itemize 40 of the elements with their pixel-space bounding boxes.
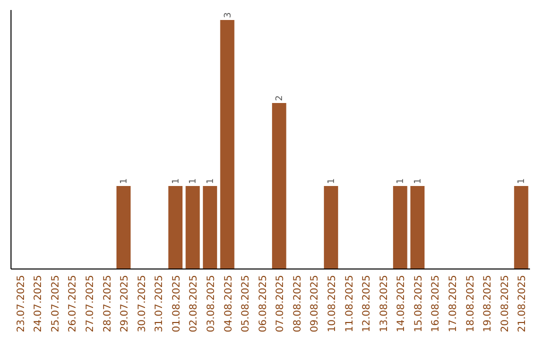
x-tick-label: 25.07.2025 [50, 275, 62, 332]
x-tick-label: 28.07.2025 [102, 275, 114, 332]
x-tick-label: 07.08.2025 [275, 275, 286, 332]
x-tick-label: 02.08.2025 [188, 275, 200, 332]
x-tick-label: 05.08.2025 [240, 275, 252, 332]
x-tick-label: 29.07.2025 [120, 275, 131, 332]
x-tick-label: 03.08.2025 [206, 275, 217, 332]
x-tick-label: 06.08.2025 [258, 275, 269, 332]
x-tick-label: 27.07.2025 [84, 275, 96, 332]
x-tick-label: 14.08.2025 [396, 275, 408, 332]
x-tick-label: 12.08.2025 [362, 275, 373, 332]
x-tick-label: 18.08.2025 [465, 275, 476, 332]
x-tick-label: 10.08.2025 [327, 275, 338, 332]
x-tick-label: 21.08.2025 [517, 275, 528, 332]
data-label: 1 [188, 178, 199, 184]
x-tick-label: 30.07.2025 [136, 275, 148, 332]
data-label: 1 [396, 178, 406, 184]
x-tick-label: 16.08.2025 [430, 275, 442, 332]
data-label: 1 [171, 178, 182, 184]
x-tick-label: 23.07.2025 [16, 275, 27, 332]
x-tick-label: 13.08.2025 [378, 275, 390, 332]
x-tick-label: 26.07.2025 [68, 275, 79, 332]
data-label: 1 [120, 178, 130, 184]
x-tick-label: 09.08.2025 [310, 275, 321, 332]
x-tick-label: 20.08.2025 [500, 275, 511, 332]
x-tick-label: 17.08.2025 [448, 275, 460, 332]
x-tick-label: 11.08.2025 [344, 275, 356, 332]
data-label: 3 [223, 12, 234, 18]
x-tick-label: 19.08.2025 [482, 275, 494, 332]
x-tick-label: 24.07.2025 [33, 275, 44, 332]
data-label: 1 [413, 178, 424, 184]
x-tick-label: 01.08.2025 [171, 275, 182, 332]
x-tick-label: 04.08.2025 [223, 275, 234, 332]
x-tick-label: 15.08.2025 [413, 275, 424, 332]
data-label: 2 [275, 95, 286, 101]
data-label: 1 [327, 178, 338, 184]
x-tick-label: 08.08.2025 [292, 275, 304, 332]
data-label: 1 [206, 178, 216, 184]
x-tick-label: 31.07.2025 [154, 275, 166, 332]
data-label: 1 [517, 178, 528, 184]
